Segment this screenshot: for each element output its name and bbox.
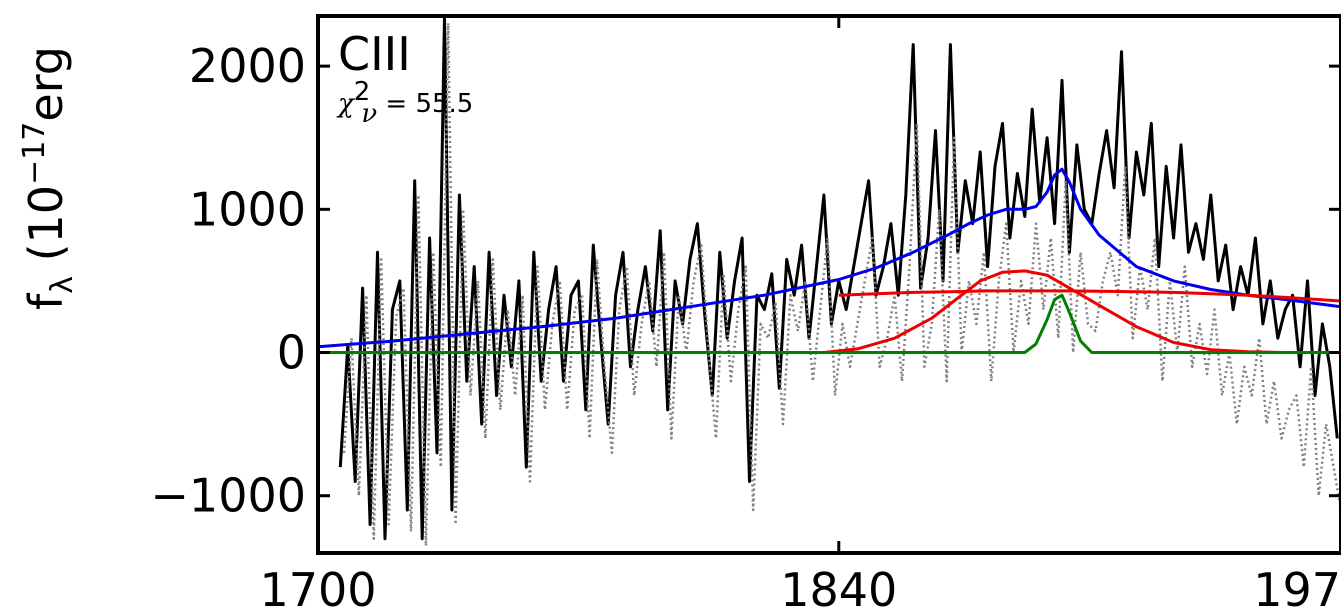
series-line-0 (338, 16, 1339, 541)
series-line-1 (342, 21, 1341, 548)
series-line-5 (318, 293, 1341, 354)
line-name-annotation: CIII (338, 27, 411, 81)
y-tick-label: 0 (277, 326, 306, 380)
series-line-2 (318, 167, 1341, 349)
x-tick-label: 197 (1253, 563, 1341, 616)
y-tick-label: 1000 (189, 182, 306, 236)
x-tick-label: 1840 (780, 563, 897, 616)
y-axis-label: fλ (10−17erg (17, 46, 80, 310)
series-line-4 (823, 269, 1341, 354)
y-tick-label: 2000 (189, 39, 306, 93)
plot-frame (316, 14, 1341, 555)
y-tick-label: −1000 (150, 469, 306, 523)
series-layer (318, 16, 1341, 548)
chi-square-annotation: χ2 ν = 55.5 (336, 77, 473, 129)
x-tick-label: 1700 (259, 563, 376, 616)
series-line-3 (838, 289, 1341, 303)
